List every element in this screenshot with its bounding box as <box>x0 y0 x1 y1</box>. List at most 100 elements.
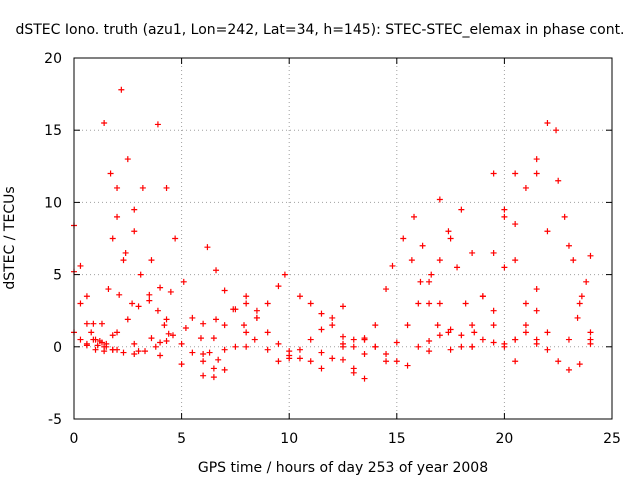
data-point <box>131 351 138 358</box>
data-point <box>131 228 138 235</box>
data-point <box>232 306 239 313</box>
data-series-15 <box>232 271 288 350</box>
data-point <box>180 278 187 285</box>
data-series-27 <box>393 235 454 346</box>
data-point <box>275 340 282 347</box>
data-point <box>243 343 250 350</box>
data-point <box>340 303 346 310</box>
data-point <box>436 332 443 339</box>
data-point <box>469 249 476 256</box>
data-point <box>533 307 540 314</box>
data-point <box>419 242 426 249</box>
data-point <box>253 307 260 314</box>
data-series-37 <box>561 213 594 336</box>
data-point <box>210 374 217 381</box>
y-tick-label: 15 <box>44 123 62 139</box>
data-point <box>200 372 207 379</box>
data-point <box>512 257 519 264</box>
data-series-35 <box>533 119 594 343</box>
y-tick-label: 10 <box>44 195 62 211</box>
data-point <box>109 332 116 339</box>
x-tick-label: 25 <box>603 431 621 447</box>
data-point <box>157 352 164 359</box>
data-series-19 <box>286 303 346 362</box>
data-point <box>165 330 172 337</box>
data-point <box>83 293 90 300</box>
data-point <box>587 329 594 336</box>
data-point <box>512 336 519 343</box>
data-point <box>243 329 250 336</box>
data-point <box>200 320 207 327</box>
data-point <box>383 351 390 358</box>
data-point <box>458 206 465 213</box>
data-point <box>94 342 101 349</box>
data-point <box>157 339 164 346</box>
data-point <box>88 329 95 336</box>
data-point <box>243 293 250 300</box>
data-series-2 <box>71 268 101 349</box>
data-point <box>533 156 540 163</box>
x-axis-label: GPS time / hours of day 253 of year 2008 <box>198 460 488 476</box>
data-point <box>264 329 271 336</box>
data-point <box>565 336 572 343</box>
data-series-1 <box>71 222 108 350</box>
data-point <box>163 338 170 345</box>
data-point <box>114 346 121 353</box>
data-point <box>318 310 325 317</box>
data-point <box>318 349 325 356</box>
data-series-4 <box>83 86 170 347</box>
data-point <box>553 127 560 134</box>
data-point <box>318 326 325 333</box>
data-point <box>415 343 422 350</box>
data-series-33 <box>490 170 540 343</box>
data-point <box>361 375 368 382</box>
data-point <box>215 356 222 363</box>
data-series-23 <box>318 355 368 382</box>
data-point <box>182 325 189 332</box>
data-point <box>512 170 519 177</box>
x-tick-label: 10 <box>280 431 298 447</box>
data-point <box>101 348 108 355</box>
data-series-36 <box>544 340 594 373</box>
data-point <box>340 333 346 340</box>
data-point <box>98 320 105 327</box>
data-series-12 <box>161 322 217 372</box>
data-series-26 <box>411 213 452 336</box>
data-point <box>221 346 228 353</box>
data-point <box>213 316 220 323</box>
data-point <box>103 340 110 347</box>
data-point <box>436 300 443 307</box>
data-point <box>555 177 562 184</box>
data-point <box>296 355 303 362</box>
data-point <box>501 343 508 350</box>
data-point <box>114 213 121 220</box>
data-point <box>163 316 170 323</box>
data-marks <box>71 86 594 382</box>
data-point <box>120 257 127 264</box>
data-point <box>286 355 293 362</box>
data-point <box>350 365 357 372</box>
plot-frame <box>73 57 613 420</box>
data-point <box>296 346 303 353</box>
data-point <box>318 365 325 372</box>
data-series-6 <box>101 119 136 307</box>
data-point <box>404 322 411 329</box>
data-point <box>372 322 379 329</box>
data-point <box>131 340 138 347</box>
data-point <box>92 336 99 343</box>
data-point <box>426 300 433 307</box>
data-point <box>139 184 146 191</box>
data-point <box>408 257 415 264</box>
data-point <box>146 291 153 298</box>
data-point <box>565 242 572 249</box>
data-point <box>116 291 123 298</box>
data-point <box>544 346 551 353</box>
axis-ticks: 0 5 10 15 20 25 -5 0 5 10 15 20 <box>44 51 621 447</box>
y-tick-label: -5 <box>48 412 62 428</box>
data-point <box>404 362 411 369</box>
data-point <box>178 361 185 368</box>
y-axis-label: dSTEC / TECUs <box>2 186 18 289</box>
data-point <box>137 271 144 278</box>
data-point <box>281 271 288 278</box>
data-point <box>393 358 400 365</box>
